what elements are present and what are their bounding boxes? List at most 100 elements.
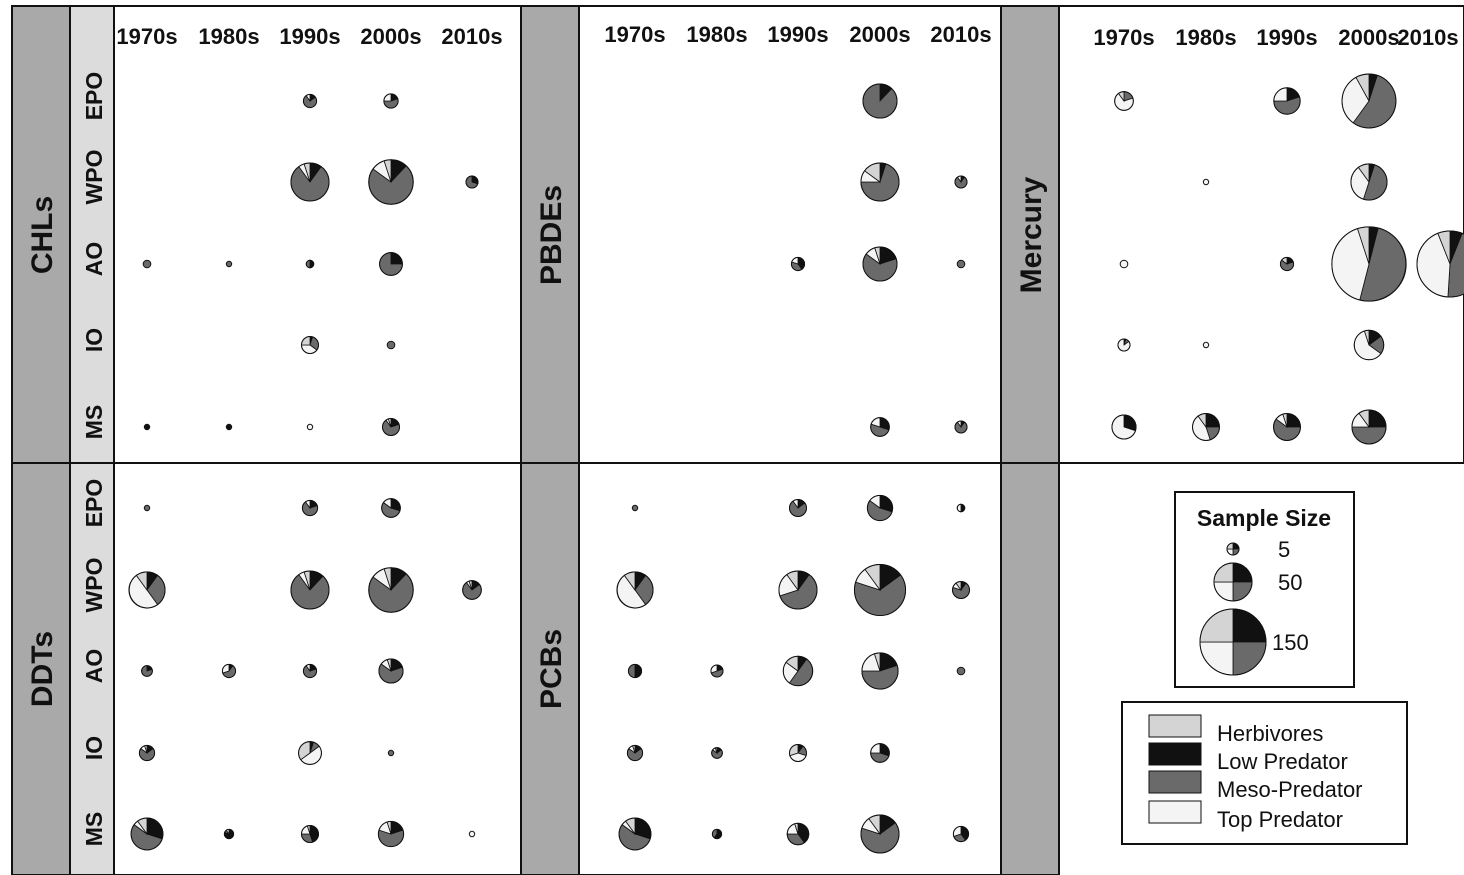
panel-pcbs	[578, 462, 1002, 875]
pie-outline	[952, 825, 970, 843]
pie-outline	[128, 571, 166, 609]
pie-mercury-ao-1990s	[1279, 256, 1295, 272]
region-label: IO	[81, 736, 107, 760]
decade-headers: 1970s 1980s 1990s 2000s 2010s 1970s 1980s 1990s…	[116, 22, 1458, 50]
pie-outline	[1114, 91, 1134, 111]
label-chls: CHLs	[26, 196, 59, 274]
legend-swatch	[1148, 770, 1202, 794]
label-mercury: Mercury	[1015, 176, 1048, 293]
region-labels: EPO WPO AO IO MS EPO WPO AO IO MS	[81, 72, 107, 847]
pie-slice	[956, 666, 966, 676]
pie-outline	[1279, 256, 1295, 272]
pie-chls-epo-2000s	[383, 93, 399, 109]
panel-chls	[113, 5, 522, 464]
legend-label: Herbivores	[1217, 721, 1323, 746]
decade-header: 2000s	[1338, 25, 1399, 50]
legend-swatch	[1148, 800, 1202, 824]
pie-pcbs-ao-1980s	[710, 664, 724, 678]
pie-outline	[1416, 230, 1464, 298]
pie-outline	[300, 335, 320, 355]
pie-chls-wpo-1990s	[290, 162, 330, 202]
size-legend-pie	[1213, 562, 1253, 602]
pie-outline	[1213, 562, 1253, 602]
pie-outline	[305, 259, 315, 269]
legend-label: Meso-Predator	[1217, 777, 1363, 802]
panel-ddts	[113, 462, 522, 875]
pie-outline	[782, 655, 814, 687]
pie-slice	[1202, 341, 1210, 349]
pie-slice	[225, 260, 233, 268]
pie-outline	[1199, 608, 1267, 676]
legend-swatch	[1148, 714, 1202, 738]
pie-outline	[862, 83, 898, 119]
pie-outline	[1273, 413, 1301, 441]
pie-outline	[221, 663, 237, 679]
panel-mercury	[1058, 5, 1464, 464]
pie-mercury-io-1970s	[1117, 338, 1131, 352]
decade-header: 2010s	[930, 22, 991, 47]
pie-slice	[225, 423, 233, 431]
size-legend-pie	[1199, 608, 1267, 676]
legend-label: Top Predator	[1217, 807, 1343, 832]
region-label: EPO	[81, 72, 107, 121]
decade-header: 1980s	[198, 24, 259, 49]
pie-outline	[381, 417, 401, 437]
pie-outline	[1192, 413, 1220, 441]
pie-outline	[1351, 409, 1387, 445]
decade-header: 1990s	[767, 22, 828, 47]
pie-outline	[298, 741, 322, 765]
pie-chls-epo-1990s	[302, 93, 318, 109]
pie-outline	[302, 663, 318, 679]
pie-outline	[788, 743, 808, 763]
pie-chls-ao-2000s	[379, 252, 403, 276]
pie-outline	[379, 252, 403, 276]
size-legend-pie	[1226, 542, 1240, 556]
pie-outline	[462, 580, 482, 600]
pie-ddts-io-2000s	[387, 749, 395, 757]
pie-outline	[860, 814, 900, 854]
pie-chls-ms-1990s	[306, 423, 314, 431]
pie-outline	[383, 93, 399, 109]
pie-slice	[306, 423, 314, 431]
pie-ddts-ms-1970s	[130, 817, 164, 851]
pie-pbdes-ms-2000s	[870, 417, 890, 437]
pie-slice	[387, 749, 395, 757]
pie-pcbs-ms-2010s	[952, 825, 970, 843]
pie-pcbs-wpo-2010s	[951, 580, 971, 600]
pie-slice	[631, 504, 639, 512]
pie-outline	[711, 747, 723, 759]
pie-pcbs-epo-2000s	[866, 494, 894, 522]
pie-ddts-wpo-2000s	[368, 567, 414, 613]
pie-outline	[381, 498, 401, 518]
pie-outline	[866, 494, 894, 522]
pie-outline	[790, 256, 806, 272]
pie-chls-ao-1980s	[225, 260, 233, 268]
pie-pbdes-ao-2010s	[956, 259, 966, 269]
pie-pcbs-wpo-1970s	[616, 571, 654, 609]
pie-mercury-io-1980s	[1202, 341, 1210, 349]
pie-ddts-epo-1990s	[301, 499, 319, 517]
pie-outline	[711, 828, 723, 840]
pie-outline	[1273, 87, 1301, 115]
pie-mercury-epo-1970s	[1114, 91, 1134, 111]
pie-outline	[616, 571, 654, 609]
pie-pbdes-wpo-2010s	[954, 175, 968, 189]
pie-mercury-ao-2000s	[1331, 226, 1407, 302]
band-empty	[1000, 462, 1060, 875]
size-legend-label: 5	[1278, 537, 1290, 562]
pie-pcbs-epo-1970s	[631, 504, 639, 512]
pie-outline	[368, 567, 414, 613]
pie-mercury-ms-1970s	[1111, 414, 1137, 440]
pie-ddts-wpo-1970s	[128, 571, 166, 609]
region-label: MS	[81, 812, 107, 847]
pie-slice	[142, 259, 152, 269]
pie-pbdes-epo-2000s	[862, 83, 898, 119]
pie-pbdes-ao-1990s	[790, 256, 806, 272]
decade-header: 1980s	[1175, 25, 1236, 50]
decade-header: 1970s	[604, 22, 665, 47]
pie-pcbs-io-1980s	[711, 747, 723, 759]
decade-header: 2010s	[441, 24, 502, 49]
pie-mercury-ms-1990s	[1273, 413, 1301, 441]
pie-outline	[1117, 338, 1131, 352]
pie-pcbs-io-2000s	[870, 743, 890, 763]
